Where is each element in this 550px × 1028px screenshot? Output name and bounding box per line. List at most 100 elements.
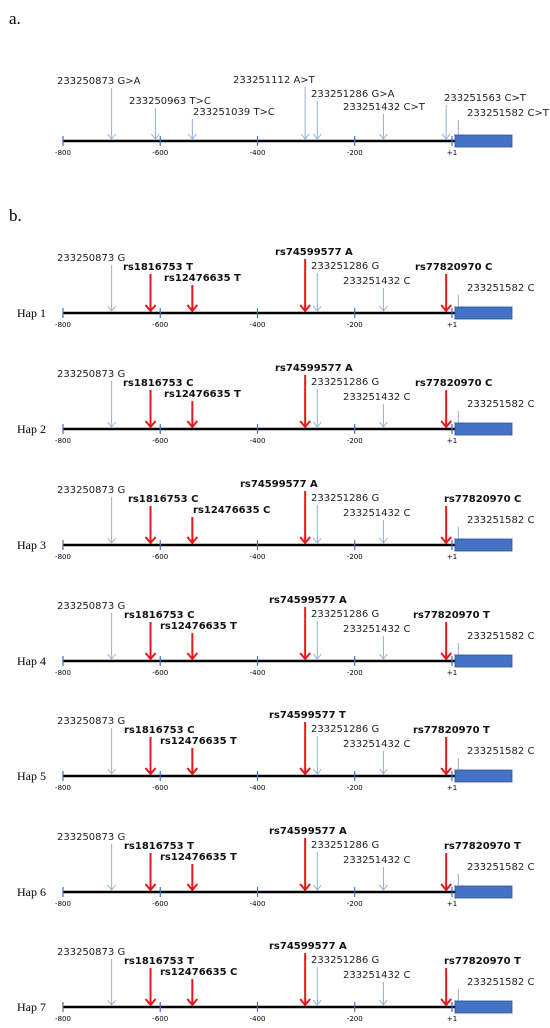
hap-tick-label: -600 bbox=[152, 553, 168, 561]
fixed-site-arrow-head bbox=[312, 305, 322, 312]
snp-arrow-head bbox=[440, 420, 452, 429]
panel-a-tick-label: -600 bbox=[152, 149, 168, 157]
snp-label: rs74599577 A bbox=[275, 247, 353, 258]
snp-arrow bbox=[186, 633, 199, 661]
fixed-site-arrow bbox=[312, 967, 322, 1006]
haplotype-name: Hap 3 bbox=[17, 538, 46, 552]
snp-arrow bbox=[299, 375, 311, 429]
fixed-site-arrow-head bbox=[107, 537, 117, 544]
fixed-site-label: 233251286 G bbox=[311, 724, 379, 735]
fixed-site-arrow bbox=[312, 389, 322, 428]
fixed-site-arrow bbox=[379, 982, 388, 1006]
variant-arrow bbox=[312, 101, 322, 140]
snp-arrow-head bbox=[144, 536, 157, 545]
snp-label: rs1816753 T bbox=[124, 841, 194, 852]
hap-exon-box bbox=[454, 422, 513, 436]
snp-label: rs12476635 C bbox=[193, 505, 270, 516]
fixed-site-arrow-head bbox=[312, 653, 322, 660]
snp-label: rs12476635 T bbox=[160, 736, 237, 747]
hap-tick-label: -800 bbox=[55, 553, 71, 561]
hap-axis: -800 -600 -400 -200 +1 bbox=[55, 1000, 513, 1023]
snp-label: rs74599577 A bbox=[275, 363, 353, 374]
snp-arrow-head bbox=[144, 998, 157, 1007]
hap-exon-box bbox=[454, 306, 513, 320]
snp-arrow bbox=[299, 838, 311, 892]
fixed-site-arrow bbox=[312, 621, 322, 660]
fixed-site-arrow bbox=[379, 288, 388, 312]
fixed-site-arrow-head bbox=[312, 537, 322, 544]
snp-arrow-head bbox=[440, 883, 452, 892]
snp-arrow-head bbox=[299, 883, 311, 892]
fixed-site-arrow bbox=[379, 751, 388, 775]
snp-label: rs74599577 A bbox=[269, 826, 347, 837]
fixed-site-arrow-head bbox=[312, 421, 322, 428]
fixed-site-arrow-head bbox=[379, 768, 388, 775]
snp-arrow-head bbox=[299, 304, 311, 313]
snp-arrow bbox=[440, 622, 452, 661]
snp-arrow bbox=[186, 401, 199, 429]
hap-tick-label: -400 bbox=[250, 900, 266, 908]
fixed-site-label: 233250873 G bbox=[57, 253, 125, 264]
fixed-site-arrow-head bbox=[107, 421, 117, 428]
fixed-site-arrow bbox=[379, 520, 388, 544]
fixed-site-arrow bbox=[107, 613, 117, 660]
hap-tick-label: -800 bbox=[55, 437, 71, 445]
hap-tick-label: +1 bbox=[447, 784, 457, 792]
snp-label: rs74599577 T bbox=[269, 710, 346, 721]
fixed-site-arrow bbox=[379, 636, 388, 660]
snp-arrow-head bbox=[186, 998, 199, 1007]
hap-exon-box bbox=[454, 538, 513, 552]
snp-arrow bbox=[299, 953, 311, 1007]
snp-arrow-head bbox=[440, 304, 452, 313]
fixed-site-arrow-head bbox=[107, 653, 117, 660]
hap-tick-label: -400 bbox=[250, 553, 266, 561]
fixed-site-label: 233251582 C bbox=[467, 399, 534, 410]
hap-tick-label: -800 bbox=[55, 900, 71, 908]
hap-tick-label: -600 bbox=[152, 1015, 168, 1023]
hap-tick-label: -400 bbox=[250, 669, 266, 677]
variant-label: 233251563 C>T bbox=[444, 93, 527, 104]
snp-label: rs1816753 C bbox=[124, 725, 194, 736]
haplotype-row: Hap 1 233250873 G 233251286 G 233251432 C 23… bbox=[17, 247, 534, 329]
panel-a-tick-label: +1 bbox=[447, 149, 457, 157]
snp-label: rs12476635 T bbox=[160, 621, 237, 632]
hap-tick-label: -200 bbox=[347, 437, 363, 445]
hap-tick-label: -200 bbox=[347, 900, 363, 908]
variant-label: 233250873 G>A bbox=[57, 76, 141, 87]
variant-arrow-head bbox=[150, 133, 160, 140]
variant-label: 233251112 A>T bbox=[233, 75, 316, 86]
snp-arrow-head bbox=[186, 536, 199, 545]
hap-axis: -800 -600 -400 -200 +1 bbox=[55, 306, 513, 329]
snp-arrow bbox=[144, 853, 157, 892]
snp-arrow-head bbox=[186, 304, 199, 313]
fixed-site-label: 233250873 G bbox=[57, 716, 125, 727]
variant-arrow bbox=[187, 119, 197, 140]
snp-label: rs1816753 C bbox=[124, 610, 194, 621]
snp-arrow bbox=[186, 748, 199, 776]
snp-arrow-head bbox=[299, 420, 311, 429]
fixed-site-arrow bbox=[379, 867, 388, 891]
haplotype-row: Hap 2 233250873 G 233251286 G 233251432 C 23… bbox=[17, 363, 534, 445]
fixed-site-arrow bbox=[312, 505, 322, 544]
hap-tick-label: -600 bbox=[152, 669, 168, 677]
snp-label: rs1816753 T bbox=[124, 956, 194, 967]
snp-arrow bbox=[144, 622, 157, 661]
variant-label: 233250963 T>C bbox=[129, 96, 211, 107]
fixed-site-arrow-head bbox=[312, 999, 322, 1006]
hap-exon-box bbox=[454, 769, 513, 783]
fixed-site-label: 233250873 G bbox=[57, 601, 125, 612]
hap-tick-label: -600 bbox=[152, 321, 168, 329]
snp-arrow bbox=[440, 274, 452, 313]
fixed-site-arrow bbox=[107, 497, 117, 544]
haplotype-row: Hap 3 233250873 G 233251286 G 233251432 C 23… bbox=[17, 479, 534, 561]
snp-arrow-head bbox=[144, 420, 157, 429]
snp-arrow-head bbox=[186, 883, 199, 892]
haplotype-row: Hap 4 233250873 G 233251286 G 233251432 C 23… bbox=[17, 595, 534, 677]
snp-label: rs74599577 A bbox=[240, 479, 318, 490]
snp-arrow-head bbox=[440, 536, 452, 545]
hap-exon-box bbox=[454, 1000, 513, 1014]
hap-exon-box bbox=[454, 654, 513, 668]
snp-arrow-head bbox=[299, 652, 311, 661]
fixed-site-arrow-head bbox=[107, 999, 117, 1006]
